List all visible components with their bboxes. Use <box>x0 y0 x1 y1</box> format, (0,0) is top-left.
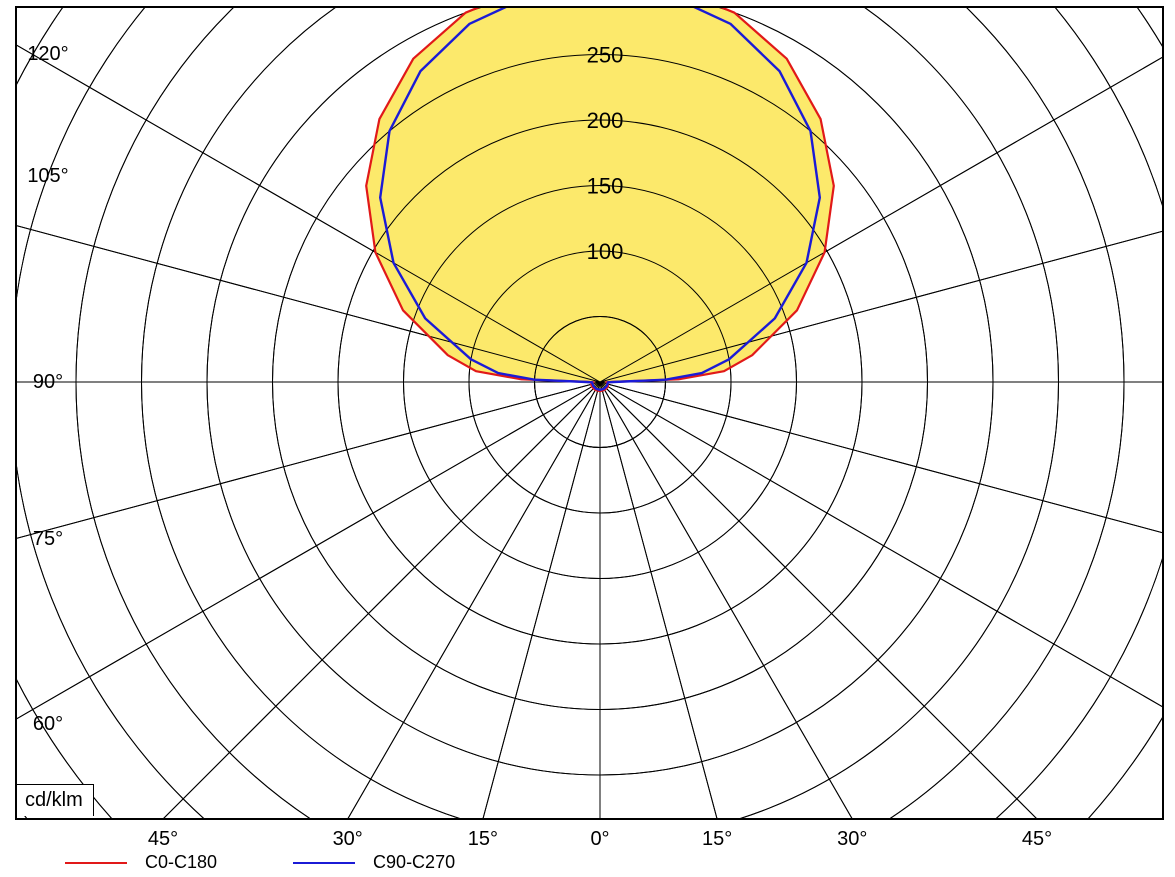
legend-label: C0-C180 <box>145 852 217 873</box>
angle-label-bottom: 15° <box>702 828 732 850</box>
legend-item: C0-C180 <box>65 852 217 873</box>
angle-label-bottom: 45° <box>1022 828 1052 850</box>
polar-chart-svg: 100 150 200 250 300 120° 105° 90° 75° 60° 45° 30° 15… <box>0 0 1175 877</box>
radial-tick-label: 100 <box>587 239 624 264</box>
legend-label: C90-C270 <box>373 852 455 873</box>
radial-tick-label: 200 <box>587 108 624 133</box>
legend-item: C90-C270 <box>293 852 455 873</box>
radial-tick-label: 150 <box>587 174 624 199</box>
polar-chart: 100 150 200 250 300 120° 105° 90° 75° 60° 45° 30° 15… <box>0 0 1175 877</box>
legend-swatch <box>65 862 127 864</box>
angle-label-bottom: 45° <box>148 828 178 850</box>
angle-label-bottom: 15° <box>468 828 498 850</box>
legend-swatch <box>293 862 355 864</box>
angle-label-left: 120° <box>27 43 68 65</box>
legend: C0-C180 C90-C270 <box>65 852 515 873</box>
radial-tick-label: 250 <box>587 43 624 68</box>
angle-label-bottom: 30° <box>333 828 363 850</box>
angle-label-left: 90° <box>33 371 63 393</box>
angle-label-left: 75° <box>33 528 63 550</box>
angle-label-bottom: 0° <box>590 828 609 850</box>
angle-label-bottom: 30° <box>837 828 867 850</box>
angle-label-left: 105° <box>27 165 68 187</box>
radial-tick-label: 300 <box>587 0 624 2</box>
unit-label: cd/klm <box>17 784 94 816</box>
angle-label-left: 60° <box>33 713 63 735</box>
